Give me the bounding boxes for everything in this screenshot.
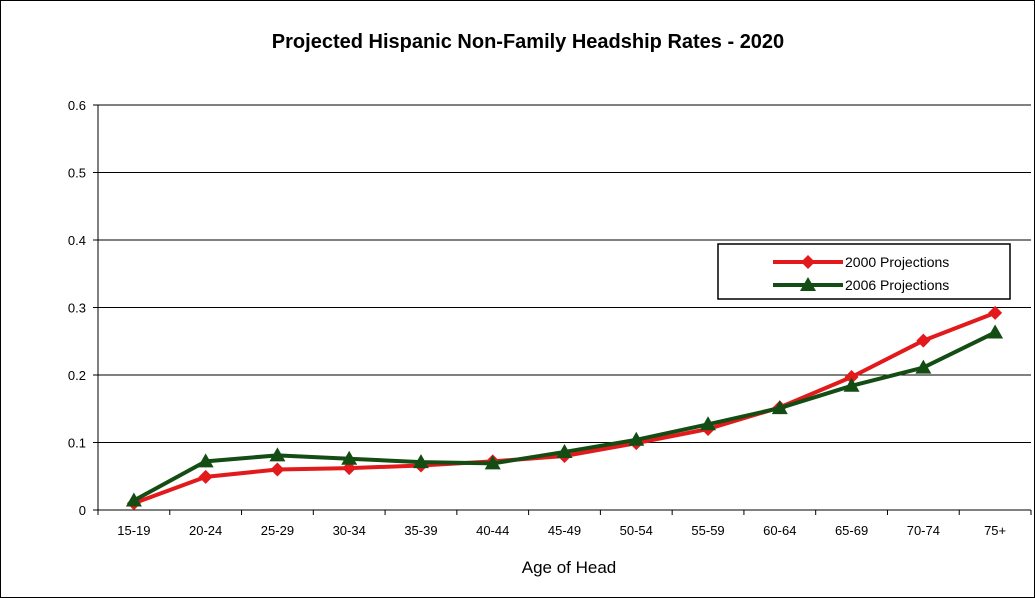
data-point-triangle [269, 447, 286, 462]
series-lines [125, 305, 1004, 511]
legend: 2000 Projections 2006 Projections [717, 243, 1011, 300]
legend-box [717, 243, 1011, 300]
data-point-triangle [556, 443, 573, 458]
data-point-triangle [800, 277, 816, 291]
y-tick-label: 0.6 [68, 98, 86, 113]
data-point-triangle [341, 450, 358, 465]
x-tick-label: 75+ [984, 523, 1006, 538]
data-point-triangle [197, 453, 214, 468]
axes [93, 104, 1032, 515]
series-diamond [126, 305, 1003, 511]
legend-item: 2000 Projections [773, 254, 949, 270]
data-point-triangle [843, 377, 860, 392]
gridlines [98, 104, 1031, 443]
data-point-triangle [700, 416, 717, 431]
y-axis-tick-labels: 0 0.1 0.2 0.3 0.4 0.5 0.6 [68, 98, 86, 518]
x-tick-label: 30-34 [333, 523, 366, 538]
data-point-diamond [270, 462, 285, 477]
x-tick-label: 20-24 [189, 523, 222, 538]
legend-item: 2006 Projections [773, 277, 949, 293]
data-point-triangle [628, 431, 645, 446]
x-tick-label: 50-54 [620, 523, 653, 538]
y-tick-label: 0.1 [68, 436, 86, 451]
series-line [133, 311, 996, 506]
x-axis-title: Age of Head [522, 558, 617, 577]
y-tick-label: 0.5 [68, 166, 86, 181]
y-tick-label: 0 [79, 503, 86, 518]
data-point-triangle [987, 324, 1004, 339]
data-point-diamond [916, 333, 931, 348]
x-tick-label: 35-39 [404, 523, 437, 538]
data-point-diamond [844, 370, 859, 385]
legend-label: 2006 Projections [845, 277, 949, 293]
data-point-triangle [915, 359, 932, 374]
data-point-triangle [412, 454, 429, 469]
data-point-diamond [988, 305, 1003, 320]
series-triangle [125, 324, 1004, 507]
x-tick-label: 70-74 [907, 523, 940, 538]
x-tick-label: 40-44 [476, 523, 509, 538]
y-tick-label: 0.3 [68, 301, 86, 316]
chart-title: Projected Hispanic Non-Family Headship R… [272, 31, 784, 53]
x-tick-label: 55-59 [691, 523, 724, 538]
x-tick-label: 60-64 [763, 523, 796, 538]
series-line [132, 330, 996, 503]
legend-label: 2000 Projections [845, 254, 949, 270]
x-tick-label: 65-69 [835, 523, 868, 538]
data-point-diamond [198, 469, 213, 484]
x-tick-label: 25-29 [261, 523, 294, 538]
x-axis-tick-labels: 15-19 20-24 25-29 30-34 35-39 40-44 45-49 50-54… [117, 523, 1006, 538]
data-point-diamond [801, 255, 815, 269]
data-point-triangle [771, 400, 788, 415]
data-point-triangle [125, 492, 142, 507]
y-tick-label: 0.2 [68, 368, 86, 383]
x-tick-label: 15-19 [117, 523, 150, 538]
y-tick-label: 0.4 [68, 233, 86, 248]
data-point-triangle [484, 455, 501, 470]
x-tick-label: 45-49 [548, 523, 581, 538]
